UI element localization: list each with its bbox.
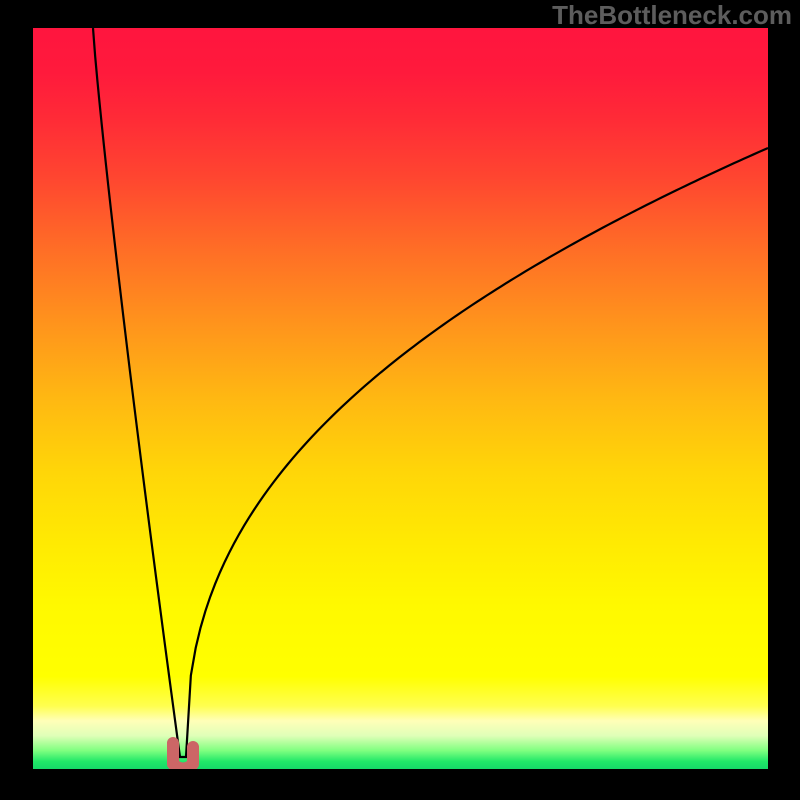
gradient-background — [33, 28, 768, 769]
chart-svg — [0, 0, 800, 800]
plot-area — [0, 0, 800, 800]
watermark-text: TheBottleneck.com — [552, 0, 792, 31]
